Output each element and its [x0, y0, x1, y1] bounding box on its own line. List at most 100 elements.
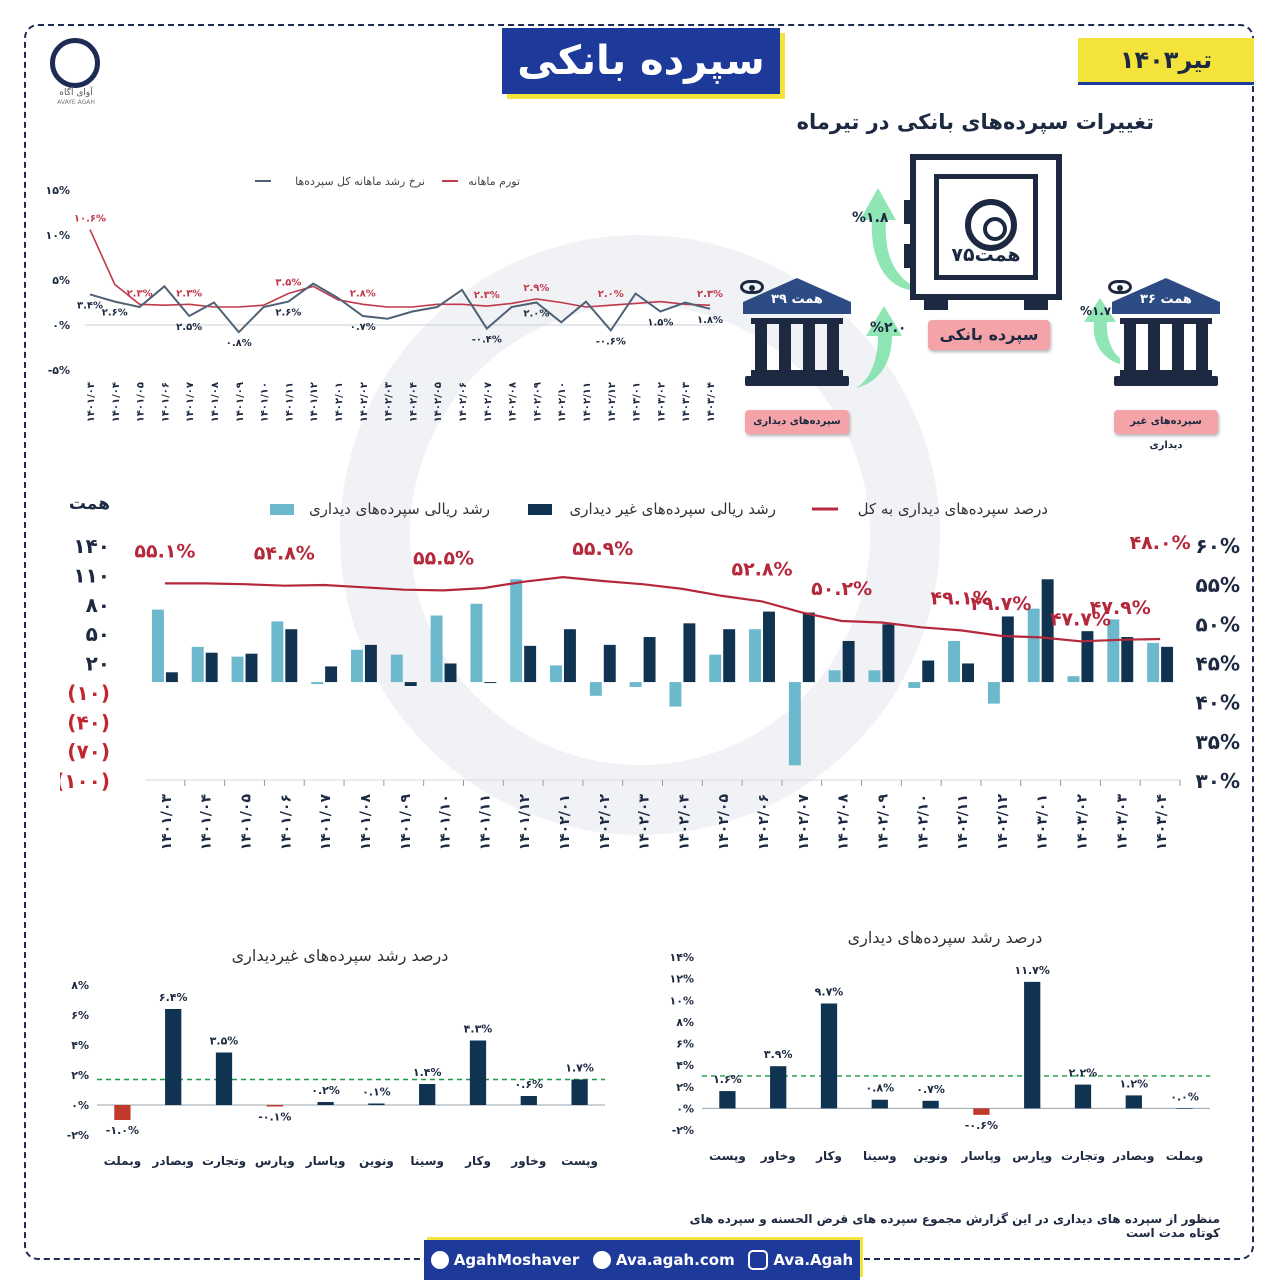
safe-hinge	[904, 200, 912, 224]
bar-demand	[1027, 608, 1040, 683]
bar	[1176, 1108, 1193, 1109]
data-label: ۲.۲%	[1069, 1067, 1098, 1080]
bar-nondemand	[285, 629, 298, 683]
nondemand-change-label: %۱.۷	[1080, 304, 1112, 318]
x-tick-label: ۱۴۰۱/۰۸	[358, 794, 374, 851]
data-label: ۶.۴%	[159, 991, 188, 1004]
x-tick-label: ۱۴۰۱/۱۰	[438, 794, 454, 850]
x-tick-label: ۱۴۰۲/۰۱	[334, 382, 345, 422]
data-label: -۰.۱%	[258, 1111, 291, 1124]
telegram-link[interactable]: AgahMoshaver	[430, 1251, 580, 1269]
bar-nondemand	[763, 611, 775, 683]
telegram-handle: AgahMoshaver	[453, 1251, 580, 1269]
y-tick-label: ۲%	[676, 1081, 694, 1094]
x-tick-label: ۱۴۰۳/۰۲	[656, 382, 667, 422]
bar-demand	[390, 654, 403, 683]
x-tick-label: ۱۴۰۲/۰۳	[384, 382, 395, 422]
y-tick-label: -۵%	[48, 364, 70, 377]
avaye-agah-logo	[50, 38, 100, 88]
safe-icon: ۷۵همت	[904, 154, 1062, 310]
x-tick-label: ۱۴۰۲/۰۴	[676, 794, 692, 851]
data-label: ۲.۳%	[697, 289, 723, 300]
bar-nondemand	[1121, 637, 1134, 683]
data-label: -۰.۶%	[965, 1119, 998, 1132]
legend-swatch	[528, 504, 552, 515]
bar-demand	[1107, 619, 1120, 683]
series-line-deposit-growth	[89, 282, 711, 334]
bar-demand	[1067, 676, 1080, 683]
x-tick-label: ۱۴۰۲/۱۲	[607, 382, 618, 422]
x-tick-label: ۱۴۰۲/۱۰	[557, 382, 568, 422]
safe-foot	[1024, 300, 1048, 310]
bar	[165, 1009, 182, 1105]
share-data-label: ۵۵.۵%	[413, 547, 474, 569]
safe-dial-icon	[965, 199, 1017, 251]
bar	[571, 1079, 588, 1105]
bar-nondemand	[643, 637, 656, 683]
right-y-tick: ۵۵%	[1196, 573, 1240, 597]
data-label: ۱.۴%	[413, 1066, 442, 1079]
left-y-tick: (۱۰)	[67, 681, 110, 705]
bar-nondemand	[882, 624, 895, 683]
data-label: ۱.۷%	[565, 1062, 594, 1075]
telegram-icon	[430, 1251, 449, 1269]
x-tick-label: ۱۴۰۲/۰۷	[483, 382, 494, 422]
data-label: ۳.۵%	[210, 1035, 239, 1048]
bar-demand	[987, 682, 1000, 704]
right-y-tick: ۳۵%	[1196, 730, 1240, 754]
bar	[922, 1100, 939, 1109]
instagram-link[interactable]: Ava.Agah	[748, 1250, 853, 1270]
bar-nondemand	[165, 672, 178, 683]
y-tick-label: ۱۰%	[670, 994, 694, 1007]
nondemand-bank-icon: ۳۶ همت	[1112, 278, 1220, 398]
bar-nondemand	[563, 629, 576, 683]
x-tick-label: ۱۴۰۱/۰۵	[136, 382, 147, 422]
left-y-tick: ۱۱۰	[73, 563, 110, 587]
y-tick-label: ۱۰%	[46, 229, 70, 242]
x-tick-label: ۱۴۰۲/۰۴	[408, 382, 419, 422]
bar-nondemand	[325, 666, 338, 683]
share-data-label: ۴۷.۷%	[1050, 608, 1111, 630]
x-tick-label: ۱۴۰۲/۰۱	[557, 794, 573, 850]
nondemand-bank-bar-chart: درصد رشد سپرده‌های غیردیداری ۸% ۶% ۴% ۲% ۰% -۲…	[67, 946, 605, 1169]
bar	[871, 1099, 888, 1109]
x-tick-label: ۱۴۰۲/۱۲	[995, 794, 1011, 851]
bar-nondemand	[1041, 579, 1054, 683]
bar-demand	[351, 649, 363, 683]
data-label: ۰.۶%	[514, 1078, 543, 1091]
bar	[1024, 981, 1041, 1109]
deposit-growth-bar-chart: ۱۴۰ ۱۱۰ ۸۰ ۵۰ ۲۰ (۱۰) (۴۰) (۷۰) (۱۰۰) ۶۰% ۵۵% ۵۰% ۴۵…	[60, 494, 1240, 851]
right-y-tick: ۵۰%	[1196, 612, 1240, 636]
website-link[interactable]: Ava.agah.com	[592, 1251, 735, 1269]
y-tick-label: ۶%	[676, 1038, 694, 1051]
data-label: ۲.۹%	[523, 283, 549, 294]
right-y-tick: ۳۰%	[1196, 769, 1240, 793]
bar	[820, 1003, 838, 1109]
chart-title: درصد رشد سپرده‌های غیردیداری	[232, 946, 449, 966]
y-tick-label: ۸%	[71, 979, 89, 992]
x-tick-label: ۱۴۰۱/۱۰	[260, 382, 271, 422]
bank-columns	[1120, 318, 1212, 376]
x-tick-label: ۱۴۰۲/۰۳	[637, 794, 653, 851]
share-data-label: ۵۰.۲%	[811, 578, 872, 600]
x-tick-label: ۱۴۰۱/۰۶	[160, 382, 171, 422]
bar-demand	[629, 682, 642, 687]
category-label: ونوین	[913, 1149, 948, 1164]
x-tick-label: ۱۴۰۲/۱۱	[582, 382, 593, 422]
bar-nondemand	[1081, 631, 1094, 683]
total-change-label: %۱.۸	[852, 210, 889, 226]
legend-label: رشد ریالی سپرده‌های غیر دیداری	[570, 500, 776, 519]
data-label: ۳.۴%	[77, 300, 103, 311]
bar	[368, 1103, 385, 1105]
bar-demand	[868, 670, 881, 683]
right-y-tick: ۴۰%	[1196, 691, 1240, 715]
bar	[1074, 1084, 1092, 1109]
data-label: ۲.۳%	[127, 288, 153, 299]
logo-text: آوای آگاه	[59, 88, 93, 98]
bar	[719, 1091, 736, 1109]
bar-demand	[788, 682, 801, 766]
data-label: ۹.۷%	[815, 985, 844, 998]
data-label: ۰.۷%	[916, 1083, 945, 1096]
category-label: وخاور	[510, 1154, 546, 1169]
legend-label: تورم ماهانه	[468, 175, 520, 188]
